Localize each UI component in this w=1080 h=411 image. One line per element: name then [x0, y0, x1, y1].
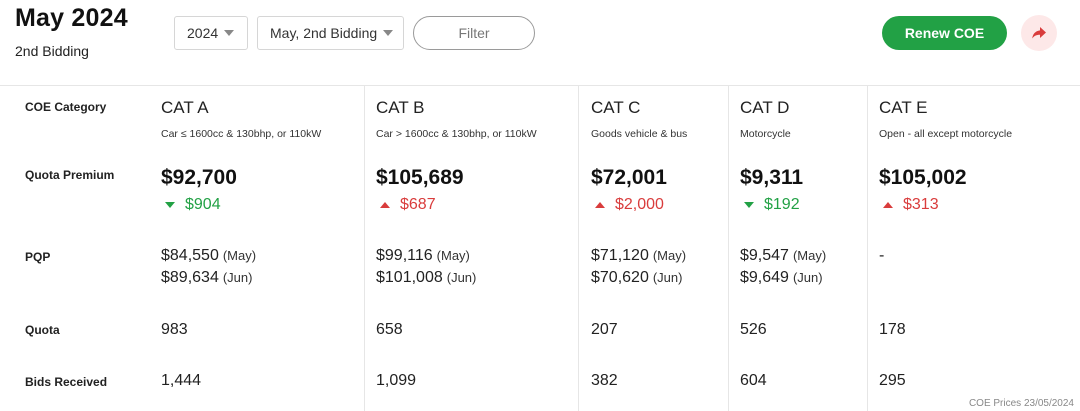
category-description: Car > 1600cc & 130bhp, or 110kW: [376, 128, 537, 140]
pqp-may: $99,116 (May): [376, 247, 470, 265]
page-subtitle: 2nd Bidding: [15, 43, 89, 59]
pqp-may: $71,120 (May): [591, 247, 686, 265]
page-header: May 2024 2nd Bidding 2024 May, 2nd Biddi…: [0, 0, 1080, 86]
category-column-cat-c: CAT C Goods vehicle & bus $72,001 $2,000…: [578, 86, 728, 411]
pqp-value: $89,634: [161, 269, 219, 286]
quota-value: 207: [591, 321, 618, 338]
pqp-jun: [879, 269, 883, 287]
row-label-category: COE Category: [25, 100, 107, 114]
year-select[interactable]: 2024: [174, 16, 248, 50]
row-label-pqp: PQP: [25, 250, 51, 264]
category-column-cat-e: CAT E Open - all except motorcycle $105,…: [867, 86, 1080, 411]
triangle-down-icon: [165, 202, 175, 208]
pqp-value: $71,120: [591, 247, 649, 264]
premium-change-value: $2,000: [615, 196, 664, 213]
pqp-jun: $89,634 (Jun): [161, 269, 252, 287]
bidding-round-select-value: May, 2nd Bidding: [270, 25, 378, 41]
quota-value: 658: [376, 321, 403, 338]
triangle-up-icon: [883, 202, 893, 208]
pqp-value: $70,620: [591, 269, 649, 286]
premium-change: $192: [740, 196, 800, 214]
quota-premium: $105,689: [376, 166, 464, 189]
pqp-month: (May): [652, 248, 687, 263]
premium-change-value: $313: [903, 196, 939, 213]
pqp-month: (May): [436, 248, 470, 263]
pqp-month: (May): [222, 248, 257, 263]
share-arrow-icon: [1032, 27, 1046, 39]
bids-received-value: 1,444: [161, 372, 202, 389]
category-name: CAT E: [879, 98, 928, 117]
category-column-cat-b: CAT B Car > 1600cc & 130bhp, or 110kW $1…: [364, 86, 578, 411]
pqp-value: -: [879, 247, 885, 264]
year-select-value: 2024: [187, 25, 219, 41]
pqp-value: $9,649: [740, 269, 789, 286]
premium-change-value: $904: [185, 196, 221, 213]
pqp-value: $9,547: [740, 247, 789, 264]
pqp-may: -: [879, 247, 888, 265]
premium-change-value: $687: [400, 196, 436, 213]
pqp-may: $84,550 (May): [161, 247, 256, 265]
pqp-month: (Jun): [792, 270, 823, 285]
renew-coe-button[interactable]: Renew COE: [882, 16, 1007, 50]
pqp-value: $84,550: [161, 247, 219, 264]
pqp-value: $101,008: [376, 269, 443, 286]
pqp-may: $9,547 (May): [740, 247, 826, 265]
prices-date-footnote: COE Prices 23/05/2024: [968, 398, 1074, 409]
triangle-up-icon: [595, 202, 605, 208]
pqp-jun: $101,008 (Jun): [376, 269, 476, 287]
share-button[interactable]: [1021, 15, 1057, 51]
premium-change: $313: [879, 196, 939, 214]
pqp-jun: $70,620 (Jun): [591, 269, 682, 287]
row-label-quota: Quota: [25, 323, 60, 337]
premium-change: $904: [161, 196, 221, 214]
quota-value: 526: [740, 321, 767, 338]
filter-button[interactable]: Filter: [413, 16, 535, 50]
pqp-jun: $9,649 (Jun): [740, 269, 823, 287]
category-name: CAT D: [740, 98, 790, 117]
row-label-quota-premium: Quota Premium: [25, 168, 115, 182]
caret-down-icon: [224, 30, 235, 36]
category-description: Open - all except motorcycle: [879, 128, 1013, 140]
bidding-round-select[interactable]: May, 2nd Bidding: [257, 16, 404, 50]
category-column-cat-a: CAT A Car ≤ 1600cc & 130bhp, or 110kW $9…: [149, 86, 364, 411]
premium-change: $2,000: [591, 196, 664, 214]
quota-premium: $92,700: [161, 166, 237, 189]
row-label-bids-received: Bids Received: [25, 375, 108, 389]
triangle-down-icon: [744, 202, 754, 208]
quota-premium: $105,002: [879, 166, 967, 189]
coe-results-table: COE Category Quota Premium PQP Quota Bid…: [0, 85, 1080, 411]
category-name: CAT C: [591, 98, 641, 117]
pqp-month: (Jun): [652, 270, 683, 285]
category-name: CAT B: [376, 98, 425, 117]
bids-received-value: 1,099: [376, 372, 417, 389]
caret-down-icon: [383, 30, 394, 36]
category-description: Goods vehicle & bus: [591, 128, 688, 140]
category-description: Car ≤ 1600cc & 130bhp, or 110kW: [161, 128, 322, 140]
quota-premium: $72,001: [591, 166, 667, 189]
bids-received-value: 604: [740, 372, 767, 389]
category-description: Motorcycle: [740, 128, 791, 140]
quota-premium: $9,311: [740, 166, 804, 189]
bids-received-value: 382: [591, 372, 618, 389]
pqp-value: $99,116: [376, 247, 433, 264]
triangle-up-icon: [380, 202, 390, 208]
page-title: May 2024: [15, 4, 128, 32]
category-name: CAT A: [161, 98, 209, 117]
premium-change-value: $192: [764, 196, 800, 213]
pqp-month: (Jun): [446, 270, 477, 285]
bids-received-value: 295: [879, 372, 906, 389]
premium-change: $687: [376, 196, 436, 214]
pqp-month: (May): [792, 248, 827, 263]
quota-value: 983: [161, 321, 188, 338]
quota-value: 178: [879, 321, 906, 338]
category-column-cat-d: CAT D Motorcycle $9,311 $192 $9,547 (May)…: [728, 86, 867, 411]
pqp-month: (Jun): [222, 270, 253, 285]
